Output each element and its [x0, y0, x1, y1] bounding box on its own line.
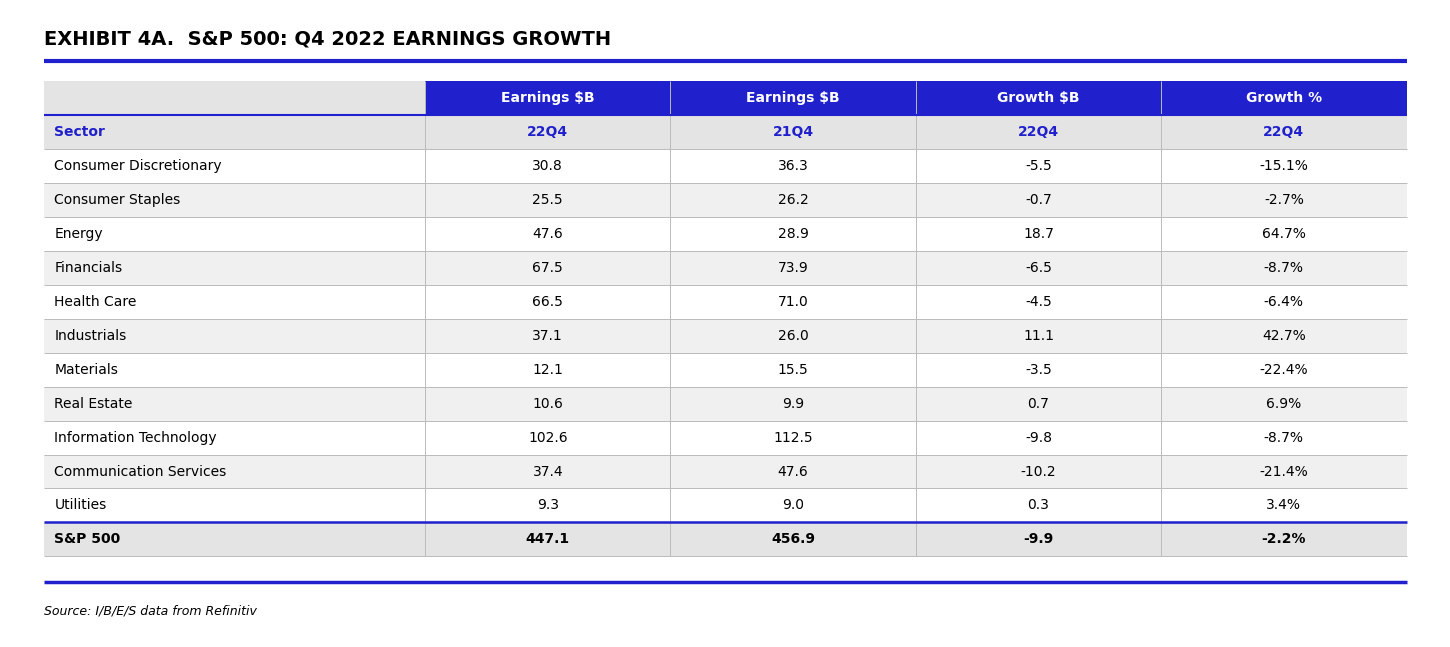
Text: -2.7%: -2.7% [1264, 193, 1304, 207]
Text: 0.3: 0.3 [1028, 498, 1050, 512]
Text: 36.3: 36.3 [777, 159, 809, 173]
Text: Energy: Energy [55, 226, 103, 241]
Text: -6.4%: -6.4% [1264, 294, 1304, 309]
Text: 10.6: 10.6 [532, 397, 563, 411]
Text: 47.6: 47.6 [777, 465, 809, 479]
Text: -9.8: -9.8 [1025, 430, 1053, 444]
Text: 66.5: 66.5 [532, 294, 563, 309]
Bar [44, 318, 1406, 353]
Text: -21.4%: -21.4% [1260, 465, 1308, 479]
Text: 9.3: 9.3 [536, 498, 558, 512]
Text: 42.7%: 42.7% [1262, 329, 1305, 343]
Text: -8.7%: -8.7% [1264, 430, 1304, 444]
Text: 67.5: 67.5 [532, 261, 563, 275]
Text: -22.4%: -22.4% [1260, 362, 1308, 377]
Text: 6.9%: 6.9% [1266, 397, 1302, 411]
Text: S&P 500: S&P 500 [55, 532, 120, 547]
Bar [1161, 81, 1406, 115]
Text: 22Q4: 22Q4 [1263, 125, 1305, 139]
Text: -5.5: -5.5 [1025, 159, 1051, 173]
Text: EXHIBIT 4A.  S&P 500: Q4 2022 EARNINGS GROWTH: EXHIBIT 4A. S&P 500: Q4 2022 EARNINGS GR… [44, 29, 610, 48]
Text: Financials: Financials [55, 261, 123, 275]
Bar [44, 183, 1406, 217]
Text: 37.4: 37.4 [532, 465, 563, 479]
Text: 447.1: 447.1 [526, 532, 570, 547]
Text: 64.7%: 64.7% [1262, 226, 1306, 241]
Text: 112.5: 112.5 [773, 430, 813, 444]
Text: -8.7%: -8.7% [1264, 261, 1304, 275]
Text: -2.2%: -2.2% [1262, 532, 1306, 547]
Bar [670, 81, 916, 115]
Text: Health Care: Health Care [55, 294, 136, 309]
Bar [44, 454, 1406, 488]
Text: Growth $B: Growth $B [998, 91, 1080, 105]
Text: 37.1: 37.1 [532, 329, 563, 343]
Text: 456.9: 456.9 [771, 532, 815, 547]
Text: 21Q4: 21Q4 [773, 125, 813, 139]
Text: Industrials: Industrials [55, 329, 126, 343]
Text: 47.6: 47.6 [532, 226, 563, 241]
Text: 15.5: 15.5 [777, 362, 809, 377]
Text: Communication Services: Communication Services [55, 465, 226, 479]
Text: Growth %: Growth % [1246, 91, 1322, 105]
Text: -3.5: -3.5 [1025, 362, 1051, 377]
Text: 28.9: 28.9 [777, 226, 809, 241]
Bar [44, 386, 1406, 421]
Text: Materials: Materials [55, 362, 119, 377]
Bar [44, 488, 1406, 522]
Bar [44, 149, 1406, 182]
Text: 11.1: 11.1 [1024, 329, 1054, 343]
Text: 9.9: 9.9 [782, 397, 805, 411]
Text: 18.7: 18.7 [1024, 226, 1054, 241]
Text: 71.0: 71.0 [777, 294, 809, 309]
Text: Sector: Sector [55, 125, 106, 139]
Text: -9.9: -9.9 [1024, 532, 1054, 547]
Text: Utilities: Utilities [55, 498, 107, 512]
Text: Earnings $B: Earnings $B [502, 91, 594, 105]
Text: 25.5: 25.5 [532, 193, 563, 207]
Bar [425, 81, 670, 115]
Text: 22Q4: 22Q4 [528, 125, 568, 139]
Text: -0.7: -0.7 [1025, 193, 1051, 207]
Bar [44, 81, 425, 115]
Text: 3.4%: 3.4% [1266, 498, 1301, 512]
Text: 73.9: 73.9 [777, 261, 809, 275]
Text: 12.1: 12.1 [532, 362, 563, 377]
Text: Consumer Discretionary: Consumer Discretionary [55, 159, 222, 173]
Text: Source: I/B/E/S data from Refinitiv: Source: I/B/E/S data from Refinitiv [44, 605, 257, 618]
Text: 102.6: 102.6 [528, 430, 567, 444]
Text: 0.7: 0.7 [1028, 397, 1050, 411]
Text: 30.8: 30.8 [532, 159, 563, 173]
Text: 26.0: 26.0 [777, 329, 809, 343]
Text: Consumer Staples: Consumer Staples [55, 193, 181, 207]
Bar [44, 217, 1406, 250]
Bar [44, 250, 1406, 285]
Text: -4.5: -4.5 [1025, 294, 1051, 309]
Bar [44, 421, 1406, 454]
Text: Real Estate: Real Estate [55, 397, 133, 411]
Text: 9.0: 9.0 [782, 498, 805, 512]
Bar [44, 285, 1406, 318]
Text: -10.2: -10.2 [1021, 465, 1056, 479]
Bar [44, 353, 1406, 386]
Text: Information Technology: Information Technology [55, 430, 217, 444]
Bar [916, 81, 1161, 115]
Text: Earnings $B: Earnings $B [747, 91, 840, 105]
Text: 22Q4: 22Q4 [1018, 125, 1058, 139]
Text: 26.2: 26.2 [777, 193, 809, 207]
Bar [44, 522, 1406, 556]
Bar [44, 115, 1406, 149]
Text: -6.5: -6.5 [1025, 261, 1051, 275]
Text: -15.1%: -15.1% [1260, 159, 1308, 173]
